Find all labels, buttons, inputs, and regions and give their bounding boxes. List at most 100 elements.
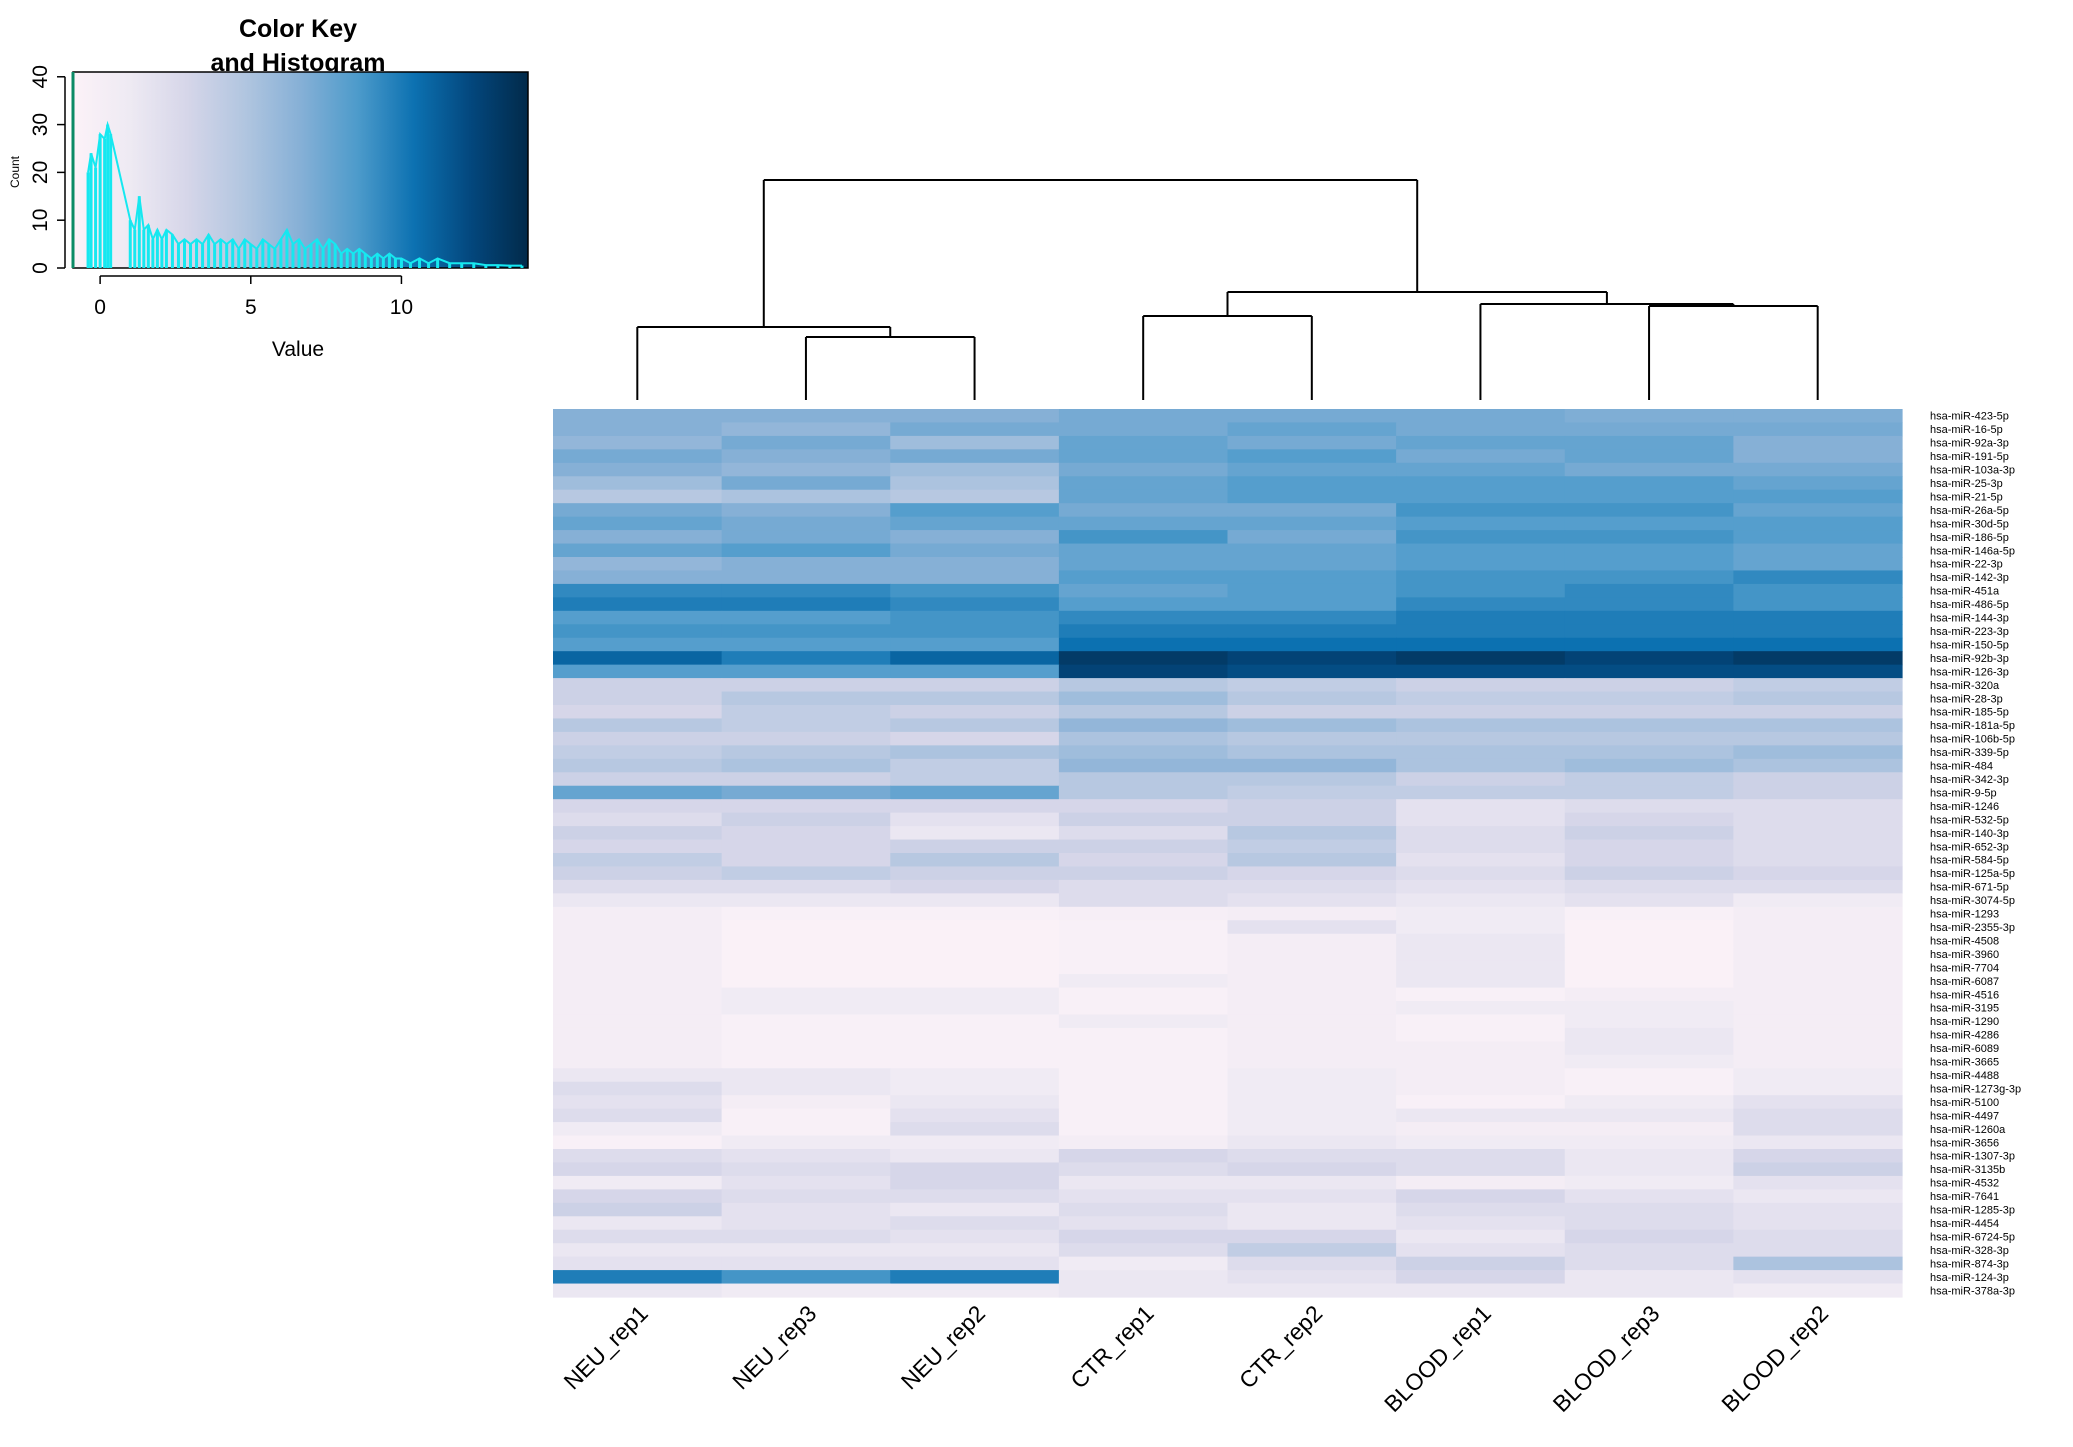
heatmap-cell (1227, 624, 1397, 639)
heatmap-cell (553, 745, 723, 760)
heatmap-cell (890, 933, 1060, 948)
heatmap-cell (1058, 409, 1229, 424)
row-label: hsa-miR-4532 (1930, 1178, 1999, 1190)
heatmap-cell (890, 826, 1060, 841)
row-label: hsa-miR-532-5p (1930, 814, 2009, 826)
heatmap-cell (1227, 1229, 1397, 1244)
heatmap-cell (1058, 610, 1229, 625)
heatmap-cell (890, 1216, 1060, 1231)
heatmap-cell (1058, 570, 1229, 585)
heatmap-cell (890, 637, 1060, 652)
heatmap-cell (1058, 1270, 1229, 1285)
heatmap-cell (1058, 449, 1229, 464)
row-label: hsa-miR-7641 (1930, 1191, 1999, 1203)
heatmap-cell (1396, 745, 1566, 760)
heatmap-cell (1396, 1229, 1566, 1244)
column-label: NEU_rep1 (559, 1300, 653, 1394)
heatmap-cell (1733, 530, 1903, 545)
heatmap-cell (553, 691, 723, 706)
heatmap-cell (553, 1122, 723, 1137)
heatmap-cell (890, 557, 1060, 572)
row-label: hsa-miR-30d-5p (1930, 518, 2009, 530)
heatmap-cell (890, 1202, 1060, 1217)
heatmap-cell (890, 758, 1060, 773)
heatmap-cell (890, 651, 1060, 666)
color-key-axes: 0 10 20 30 40 0 5 10 (29, 65, 413, 319)
column-label: NEU_rep3 (727, 1300, 821, 1394)
heatmap-cell (553, 799, 723, 814)
heatmap-cell (1733, 705, 1903, 720)
heatmap-cell (1058, 1081, 1229, 1096)
heatmap-cell (1564, 678, 1734, 693)
heatmap-cell (1227, 1068, 1397, 1083)
heatmap-cell (1058, 557, 1229, 572)
heatmap-cell (1227, 503, 1397, 518)
row-label: hsa-miR-223-3p (1930, 626, 2009, 638)
heatmap-cell (721, 1041, 891, 1056)
heatmap-cell (553, 1014, 723, 1029)
heatmap-cell (1564, 826, 1734, 841)
heatmap-cell (1733, 597, 1903, 612)
heatmap-cell (890, 1001, 1060, 1016)
heatmap-cell (1058, 893, 1229, 908)
heatmap-cell (1058, 920, 1229, 935)
heatmap-cell (1733, 1081, 1903, 1096)
heatmap-cell (721, 987, 891, 1002)
heatmap-cell (721, 893, 891, 908)
heatmap-cell (1396, 476, 1566, 491)
heatmap-cell (1733, 678, 1903, 693)
heatmap-cell (1564, 624, 1734, 639)
heatmap-cell (890, 947, 1060, 962)
heatmap-cell (721, 1229, 891, 1244)
key-y-tick-label: 10 (29, 209, 52, 232)
heatmap-cell (1564, 664, 1734, 679)
heatmap-cell (890, 974, 1060, 989)
heatmap-cell (1733, 1256, 1903, 1271)
heatmap-cell (890, 1095, 1060, 1110)
column-label: BLOOD_rep3 (1548, 1300, 1665, 1417)
heatmap-cell (890, 516, 1060, 531)
heatmap-cell (1058, 637, 1229, 652)
row-label: hsa-miR-125a-5p (1930, 868, 2015, 880)
heatmap-cell (721, 1122, 891, 1137)
heatmap-cell (1227, 1122, 1397, 1137)
heatmap-cell (890, 731, 1060, 746)
heatmap-cell (1564, 1068, 1734, 1083)
heatmap-cell (1227, 476, 1397, 491)
heatmap-cell (1396, 758, 1566, 773)
heatmap-cell (1227, 637, 1397, 652)
heatmap-cell (553, 866, 723, 881)
heatmap-cell (890, 853, 1060, 868)
heatmap-cell (1058, 866, 1229, 881)
heatmap-cell (1058, 906, 1229, 921)
heatmap-cell (890, 745, 1060, 760)
histogram-bars (86, 120, 524, 268)
heatmap-cell (1058, 503, 1229, 518)
row-label: hsa-miR-3135b (1930, 1164, 2005, 1176)
heatmap-cell (1227, 462, 1397, 477)
row-label: hsa-miR-124-3p (1930, 1272, 2009, 1284)
heatmap-cell (1227, 718, 1397, 733)
heatmap-cell (1396, 705, 1566, 720)
row-label: hsa-miR-484 (1930, 761, 1993, 773)
heatmap-cell (1733, 1014, 1903, 1029)
heatmap-cell (1396, 718, 1566, 733)
heatmap-cell (1058, 1202, 1229, 1217)
row-label: hsa-miR-186-5p (1930, 532, 2009, 544)
heatmap-cell (1564, 543, 1734, 558)
heatmap-cell (890, 449, 1060, 464)
heatmap-cell (1564, 879, 1734, 894)
heatmap-cell (1396, 853, 1566, 868)
heatmap-cell (1396, 637, 1566, 652)
heatmap-cell (553, 664, 723, 679)
heatmap-cell (1564, 1283, 1734, 1298)
heatmap-cell (553, 1027, 723, 1042)
heatmap-cell (1396, 409, 1566, 424)
heatmap-cell (1733, 1095, 1903, 1110)
row-label: hsa-miR-103a-3p (1930, 465, 2015, 477)
heatmap-cell (1733, 637, 1903, 652)
heatmap-cell (1396, 570, 1566, 585)
heatmap-cell (1564, 1081, 1734, 1096)
heatmap-cell (721, 758, 891, 773)
heatmap-cell (890, 1256, 1060, 1271)
